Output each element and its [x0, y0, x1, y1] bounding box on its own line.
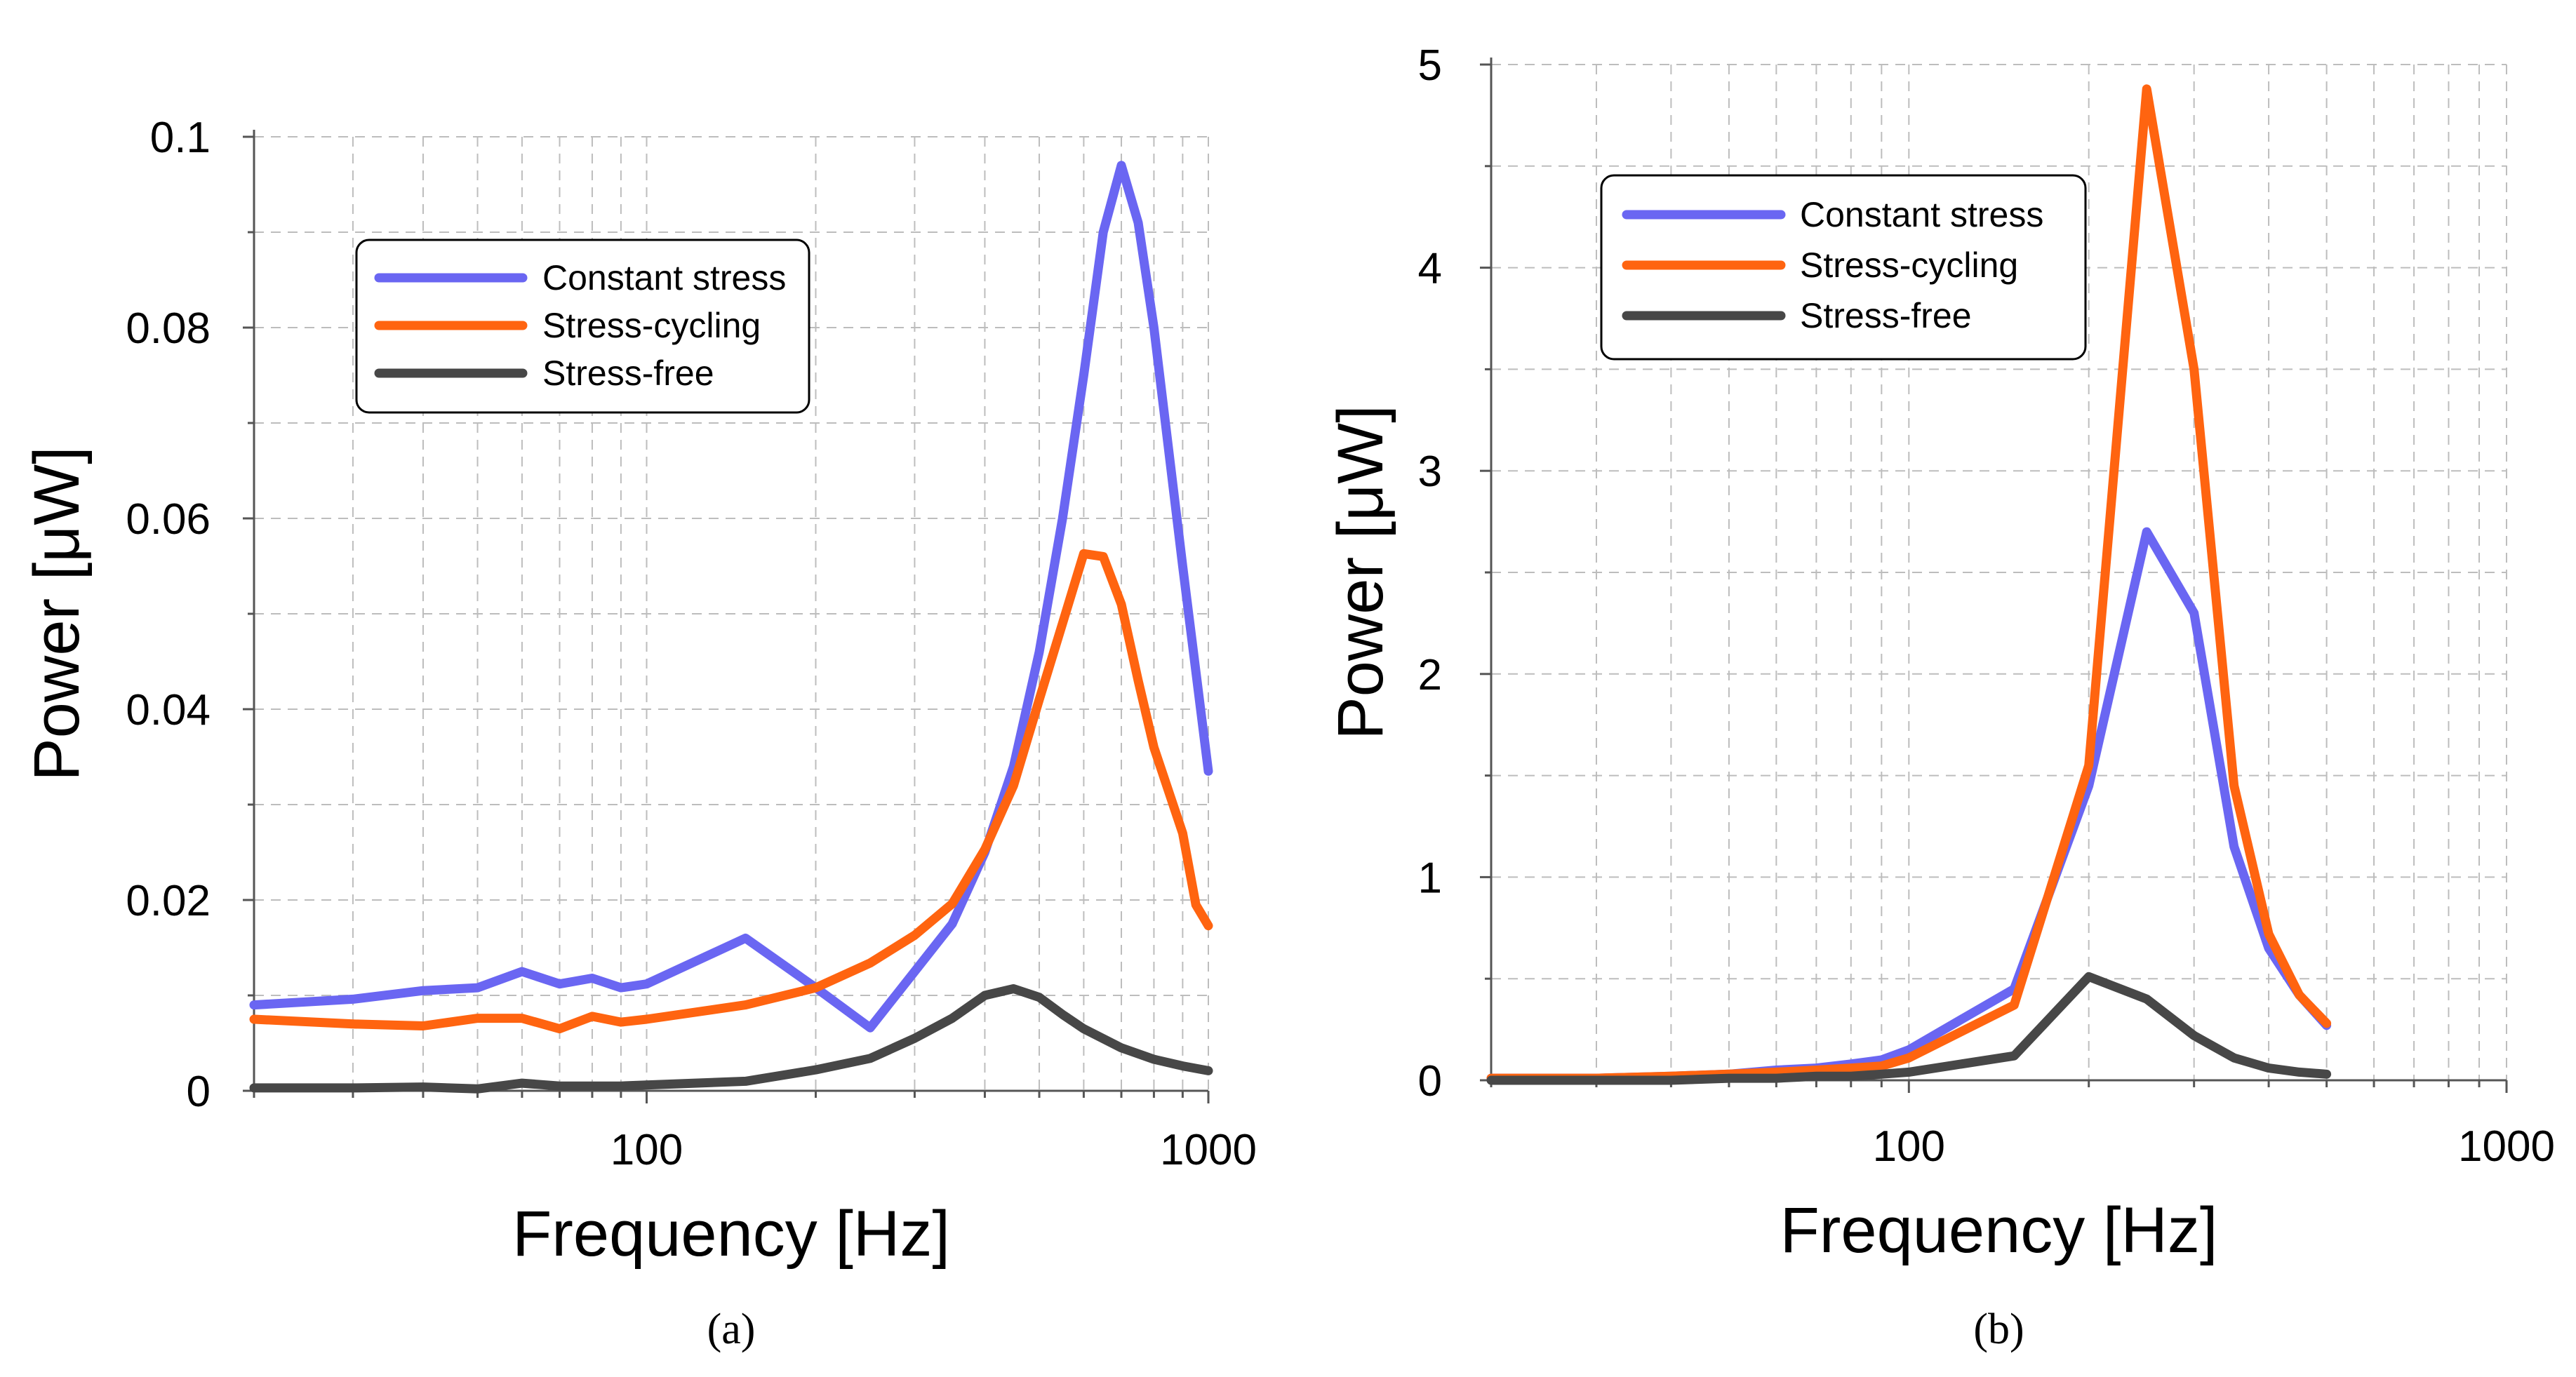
y-tick-label: 0.06: [126, 495, 211, 544]
x-tick-label: 1000: [2458, 1122, 2555, 1171]
legend: Constant stress Stress-cycling Stress-free: [1600, 174, 2087, 361]
y-axis-label: Power [μW]: [21, 446, 93, 781]
y-tick-label: 0.08: [126, 304, 211, 353]
panel-label: (b): [1973, 1305, 2024, 1353]
legend-entry: Stress-free: [542, 354, 714, 393]
y-tick-label: 0.04: [126, 686, 211, 734]
series-line-constant-stress: [249, 161, 1213, 1033]
y-tick-label: 0.02: [126, 877, 211, 925]
x-tick-label: 1000: [1160, 1126, 1257, 1174]
legend: Constant stress Stress-cycling Stress-free: [355, 239, 810, 414]
y-tick-label: 2: [1418, 651, 1442, 699]
chart-panel-b: 0 1 2 3 4 5 100 1000 Frequency [Hz] Power [μW] Con…: [1325, 41, 2555, 1353]
series-line-stress-free: [1486, 972, 2332, 1085]
panel-label: (a): [707, 1305, 756, 1353]
chart-panel-a: 0 0.02 0.04 0.06 0.08 0.1 100 1000 Frequency [Hz…: [21, 114, 1257, 1353]
x-axis-label: Frequency [Hz]: [512, 1198, 950, 1270]
y-tick-label: 0: [187, 1068, 211, 1116]
x-tick-label: 100: [610, 1126, 683, 1174]
x-tick-label: 100: [1873, 1122, 1945, 1171]
y-axis-label: Power [μW]: [1325, 405, 1396, 739]
x-axis-label: Frequency [Hz]: [1780, 1195, 2218, 1266]
y-tick-label: 0.1: [150, 114, 211, 162]
y-tick-label: 0: [1418, 1057, 1442, 1106]
series-line-stress-free: [249, 984, 1213, 1094]
y-tick-label: 4: [1418, 245, 1442, 293]
y-tick-label: 3: [1418, 448, 1442, 496]
legend-entry: Stress-free: [1800, 296, 1972, 335]
y-tick-label: 1: [1418, 854, 1442, 902]
legend-entry: Stress-cycling: [542, 306, 761, 345]
legend-entry: Constant stress: [1800, 195, 2043, 234]
legend-entry: Constant stress: [542, 258, 786, 297]
y-tick-label: 5: [1418, 41, 1442, 90]
series-line-stress-cycling: [249, 549, 1213, 1034]
legend-entry: Stress-cycling: [1800, 246, 2018, 285]
